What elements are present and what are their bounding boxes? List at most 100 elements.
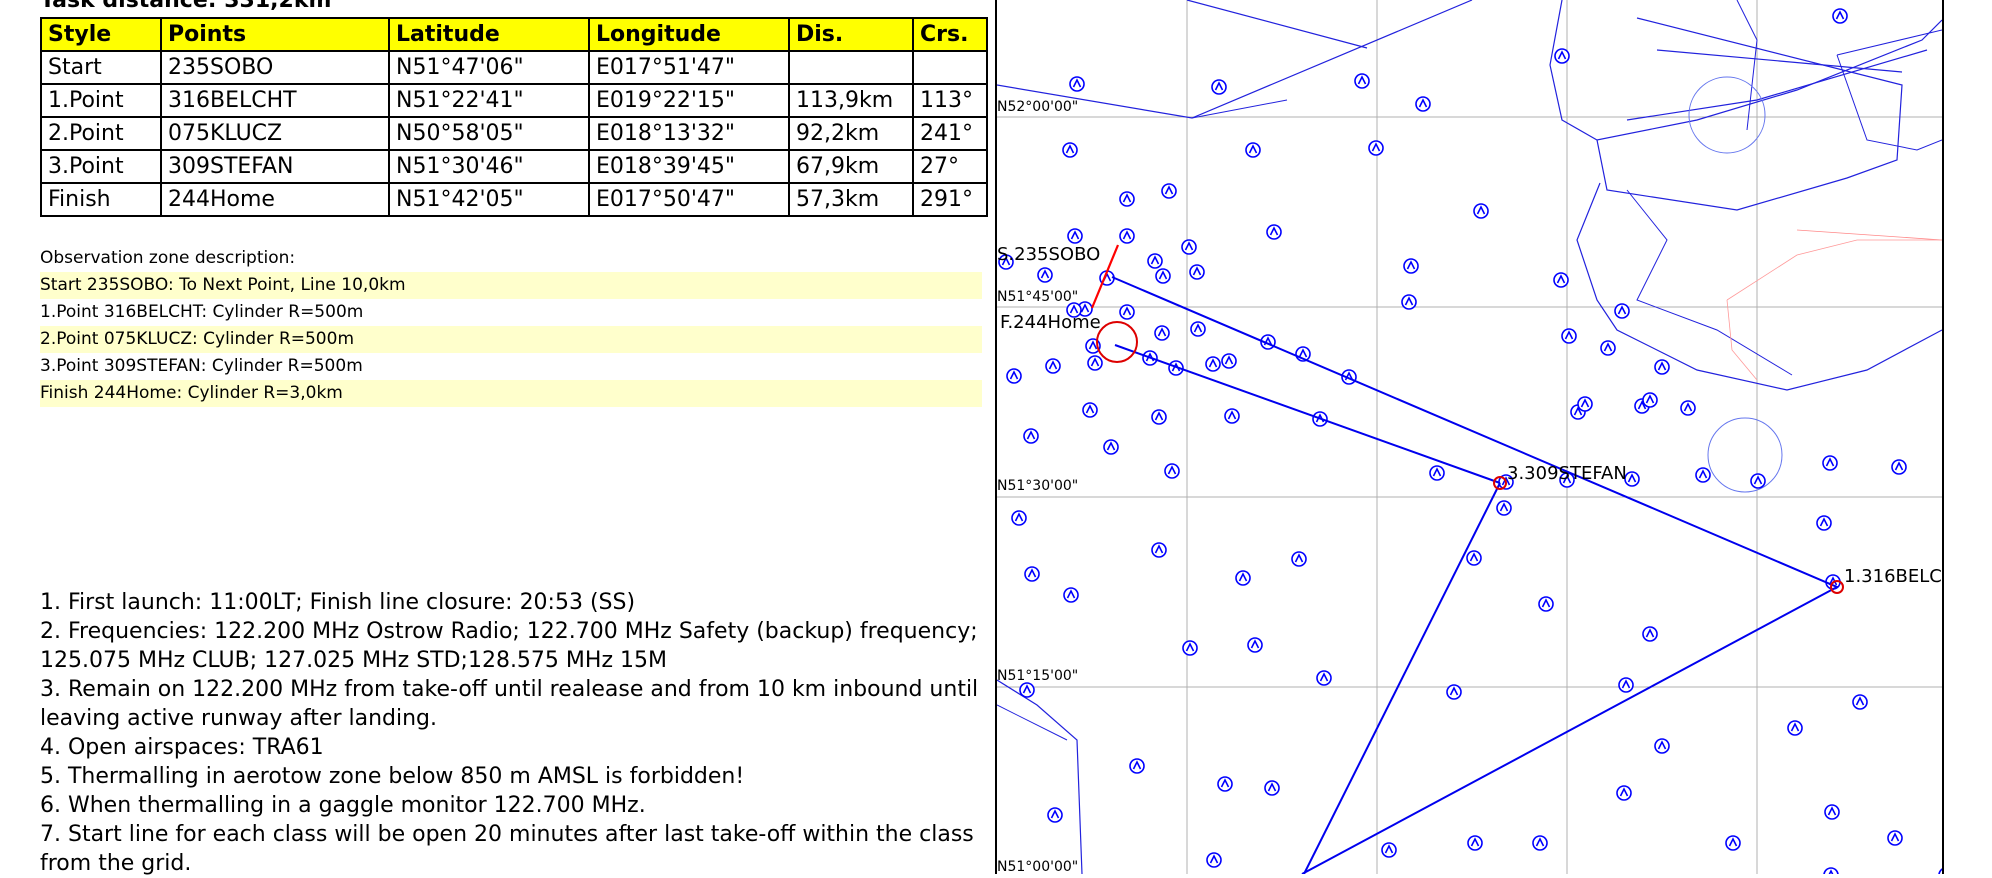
column-header: Crs. — [912, 17, 988, 52]
grid-labels: N52°00'00" N51°45'00" N51°30'00" N51°15'… — [997, 99, 1078, 874]
latitude-label: N51°00'00" — [997, 859, 1078, 874]
airfield-icon — [1147, 253, 1163, 269]
note-line: 1. First launch: 11:00LT; Finish line cl… — [40, 590, 636, 615]
table-cell: 075KLUCZ — [160, 116, 390, 151]
airfield-icon — [1151, 409, 1167, 425]
task-notes: 1. First launch: 11:00LT; Finish line cl… — [40, 588, 980, 878]
table-cell: 235SOBO — [160, 50, 390, 85]
airfield-icon — [1119, 228, 1135, 244]
map-canvas[interactable]: N52°00'00" N51°45'00" N51°30'00" N51°15'… — [997, 0, 1942, 874]
airfield-icon — [1616, 785, 1632, 801]
observation-zone-section: Observation zone description: Start 235S… — [40, 245, 982, 407]
airfield-icon — [1401, 294, 1417, 310]
column-header: Latitude — [388, 17, 590, 52]
airfield-icon — [1011, 510, 1027, 526]
airfield-icon — [1129, 758, 1145, 774]
airfield-icon — [1161, 183, 1177, 199]
airfield-icon — [1695, 467, 1711, 483]
airfield-icon — [1316, 670, 1332, 686]
airfield-icon — [1381, 842, 1397, 858]
task-route — [1111, 276, 1840, 874]
latitude-label: N51°15'00" — [997, 668, 1078, 684]
latitude-label: N51°30'00" — [997, 478, 1078, 494]
task-map[interactable]: N52°00'00" N51°45'00" N51°30'00" N51°15'… — [995, 0, 1944, 874]
table-cell: N51°30'46" — [388, 149, 590, 184]
table-cell: 316BELCHT — [160, 83, 390, 118]
table-cell — [912, 50, 988, 85]
airfield-icon — [1577, 396, 1593, 412]
table-cell: 113° — [912, 83, 988, 118]
airfield-icon — [1181, 239, 1197, 255]
airfield-icon — [1082, 402, 1098, 418]
airfield-icon — [1600, 340, 1616, 356]
table-cell: E019°22'15" — [588, 83, 790, 118]
airfield-icon — [1561, 328, 1577, 344]
observation-zone-item: 2.Point 075KLUCZ: Cylinder R=500m — [40, 326, 982, 353]
turnpoints-table: Style Points Latitude Longitude Dis. Crs… — [40, 17, 988, 217]
airfield-icon — [1832, 8, 1848, 24]
note-line: 6. When thermalling in a gaggle monitor … — [40, 793, 646, 818]
airfield-icon — [1164, 463, 1180, 479]
table-cell: N50°58'05" — [388, 116, 590, 151]
airfield-icon — [1063, 587, 1079, 603]
airfield-icon — [998, 254, 1014, 270]
table-row: Start 235SOBO N51°47'06" E017°51'47" — [40, 50, 988, 85]
airfield-icon — [1205, 356, 1221, 372]
airfield-icon — [1168, 360, 1184, 376]
airfield-icon — [1067, 228, 1083, 244]
latitude-label: N51°45'00" — [997, 289, 1078, 305]
airfield-icon — [1066, 302, 1082, 318]
airfield-icon — [1554, 48, 1570, 64]
table-row: 3.Point 309STEFAN N51°30'46" E018°39'45"… — [40, 149, 988, 184]
airfield-icon — [1245, 142, 1261, 158]
turnpoint-labels: S.235SOBO F.244Home 3.309STEFAN 1.316BEL… — [997, 244, 1942, 587]
note-line: 125.075 MHz CLUB; 127.025 MHz STD;128.57… — [40, 648, 667, 673]
airfield-icon — [1654, 738, 1670, 754]
note-line: from the grid. — [40, 851, 192, 876]
airfield-icon — [1119, 304, 1135, 320]
airfield-icon — [1559, 472, 1575, 488]
airfield-icon — [1006, 368, 1022, 384]
airfield-icon — [1047, 807, 1063, 823]
table-cell: 27° — [912, 149, 988, 184]
airfield-icon — [1725, 835, 1741, 851]
table-cell: Start — [40, 50, 162, 85]
table-cell — [788, 50, 914, 85]
table-row: 1.Point 316BELCHT N51°22'41" E019°22'15"… — [40, 83, 988, 118]
table-cell: N51°42'05" — [388, 182, 590, 217]
table-cell: E017°50'47" — [588, 182, 790, 217]
table-cell: Finish — [40, 182, 162, 217]
airfield-icon — [1189, 264, 1205, 280]
task-distance-title: Task distance: 331,2km — [40, 0, 332, 13]
airfield-icon — [1211, 79, 1227, 95]
airfield-icon — [1553, 272, 1569, 288]
table-cell: 291° — [912, 182, 988, 217]
table-cell: 113,9km — [788, 83, 914, 118]
turnpoint-label: 1.316BELC — [1844, 566, 1942, 587]
airfield-icon — [1787, 720, 1803, 736]
airfield-icon — [1680, 400, 1696, 416]
airfield-icon — [1206, 852, 1222, 868]
airfield-icon — [1154, 325, 1170, 341]
airfield-icon — [1496, 500, 1512, 516]
airfield-icon — [1354, 73, 1370, 89]
airfield-icon — [1938, 868, 1942, 874]
airfield-icon — [1654, 359, 1670, 375]
table-row: Finish 244Home N51°42'05" E017°50'47" 57… — [40, 182, 988, 217]
airfield-icon — [1062, 142, 1078, 158]
airfield-icon — [1415, 96, 1431, 112]
airfield-icon — [1151, 542, 1167, 558]
airfield-icon — [1247, 637, 1263, 653]
airfield-icon — [1624, 471, 1640, 487]
latitude-label: N52°00'00" — [997, 99, 1078, 115]
table-cell: E018°13'32" — [588, 116, 790, 151]
note-line: 4. Open airspaces: TRA61 — [40, 735, 324, 760]
column-header: Dis. — [788, 17, 914, 52]
column-header: Longitude — [588, 17, 790, 52]
column-header: Style — [40, 17, 162, 52]
table-header-row: Style Points Latitude Longitude Dis. Crs… — [40, 17, 988, 52]
table-cell: 3.Point — [40, 149, 162, 184]
airfield-icon — [1368, 140, 1384, 156]
airfield-icon — [1642, 626, 1658, 642]
table-cell: 244Home — [160, 182, 390, 217]
